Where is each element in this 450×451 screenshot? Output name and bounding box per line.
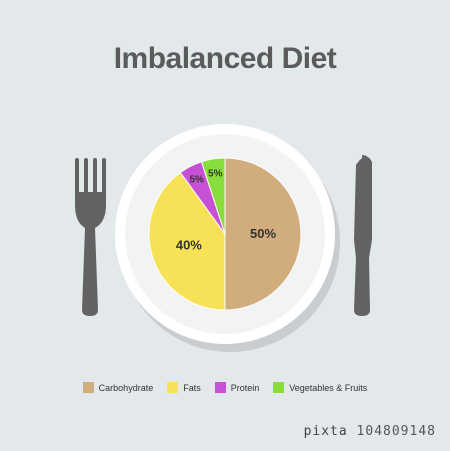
legend-swatch [214, 382, 226, 393]
legend-swatch [167, 382, 179, 393]
pie-slice-vegetables-fruits [200, 157, 226, 235]
pie-slice-label: 5% [208, 168, 223, 179]
legend-item-fats: Fats [167, 382, 201, 393]
pie-slice-fats [148, 171, 226, 311]
legend-swatch [82, 382, 94, 393]
legend-label: Vegetables & Fruits [289, 382, 368, 393]
legend-item-vegetables-fruits: Vegetables & Fruits [273, 382, 367, 393]
legend-item-protein: Protein [214, 382, 260, 393]
watermark-id: 104809148 [356, 424, 436, 439]
watermark-brand: pixta [303, 424, 348, 439]
legend-label: Protein [230, 382, 260, 393]
pie-slice-label: 50% [250, 226, 276, 241]
watermark: pixta 104809148 [304, 424, 436, 439]
legend-item-carbohydrate: Carbohydrate [82, 382, 154, 393]
legend-swatch [273, 382, 285, 393]
pie-slice-label: 5% [189, 174, 204, 185]
legend: Carbohydrate Fats Protein Vegetables & F… [0, 382, 450, 393]
pie-slice-label: 40% [176, 238, 202, 253]
chart-title: Imbalanced Diet [113, 42, 337, 75]
legend-label: Carbohydrate [98, 382, 154, 393]
fork-icon [75, 158, 106, 316]
pie-slice-carbohydrate [224, 157, 302, 311]
legend-label: Fats [183, 382, 201, 393]
knife-icon [354, 155, 372, 316]
pie-chart: 50% 40% 5% 5% [148, 157, 302, 311]
